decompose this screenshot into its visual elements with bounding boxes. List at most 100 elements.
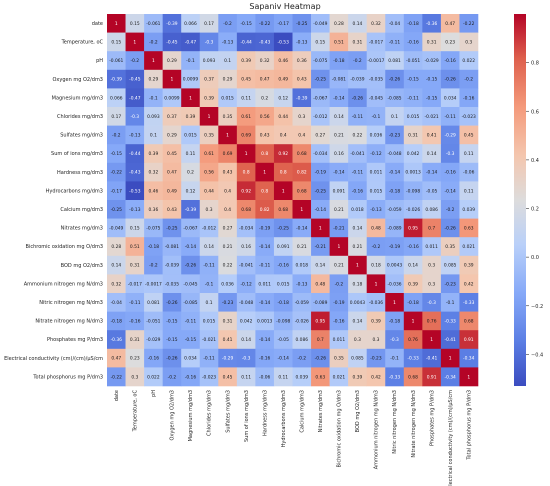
heatmap-cell: [348, 367, 367, 387]
cell-value-label: -0.33: [444, 319, 456, 325]
heatmap-cell: [236, 125, 256, 145]
heatmap-cell: [107, 69, 126, 89]
cell-value-label: 0.3: [131, 374, 138, 380]
cell-value-label: -0.23: [370, 356, 382, 362]
heatmap-cell: [348, 348, 367, 368]
heatmap-cell: [348, 237, 367, 257]
colorbar: [514, 14, 526, 386]
heatmap-cell: [385, 162, 405, 182]
heatmap-cell: [403, 237, 423, 257]
cell-value-label: -0.039: [350, 77, 364, 83]
heatmap-cell: [181, 367, 201, 387]
cell-value-label: 0.21: [353, 244, 363, 250]
cell-value-label: -0.18: [389, 188, 401, 194]
heatmap-cell: [385, 51, 405, 71]
cell-value-label: -0.15: [166, 319, 178, 325]
cell-value-label: -0.17: [278, 21, 290, 27]
colorbar-tick-label: 0.8: [531, 61, 539, 67]
heatmap-cell: [403, 330, 423, 350]
x-tick-label: Calcium mg/dm3: [299, 390, 305, 433]
cell-value-label: 1: [282, 188, 285, 194]
heatmap-cell: [329, 88, 349, 108]
heatmap-cell: [422, 51, 442, 71]
cell-value-label: -0.1: [205, 281, 214, 287]
y-tick-label: Sum of ions mg/dm3: [51, 151, 103, 157]
cell-value-label: 0.39: [408, 281, 418, 287]
cell-value-label: 0.61: [241, 114, 251, 120]
heatmap-cell: [107, 311, 126, 331]
heatmap-cell: [255, 274, 275, 294]
heatmap-cell: [255, 51, 275, 71]
cell-value-label: 0.1: [150, 133, 157, 139]
heatmap-cell: [236, 237, 256, 257]
cell-value-label: -0.012: [202, 226, 216, 232]
cell-value-label: 0.022: [462, 58, 475, 64]
cell-value-label: -0.15: [407, 77, 419, 83]
cell-value-label: 0.4: [224, 207, 231, 213]
cell-value-label: 0.31: [353, 40, 363, 46]
heatmap-cell: [311, 69, 330, 89]
cell-value-label: -0.098: [406, 188, 420, 194]
cell-value-label: 0.92: [278, 151, 288, 157]
heatmap-cell: [125, 107, 145, 126]
heatmap-cell: [255, 255, 275, 275]
heatmap-cell: [107, 237, 126, 257]
cell-value-label: 0.61: [204, 151, 214, 157]
heatmap-cell: [311, 107, 330, 126]
cell-value-label: -0.039: [165, 263, 179, 269]
cell-value-label: 0.17: [204, 21, 214, 27]
heatmap-cell: [329, 69, 349, 89]
heatmap-cell: [236, 88, 256, 108]
cell-value-label: 1: [319, 226, 322, 232]
heatmap-cell: [292, 274, 312, 294]
cell-value-label: -0.026: [295, 319, 309, 325]
heatmap-cell: [422, 14, 442, 33]
heatmap-cell: [236, 181, 256, 201]
heatmap-cell: [162, 32, 182, 52]
cell-value-label: -0.41: [426, 356, 438, 362]
cell-value-label: 0.43: [297, 77, 307, 83]
cell-value-label: 0.14: [334, 114, 344, 120]
heatmap-cell: [403, 14, 423, 33]
heatmap-cell: [422, 162, 442, 182]
cell-value-label: 0.0043: [387, 263, 403, 269]
cell-value-label: 0.56: [260, 114, 270, 120]
heatmap-cell: [218, 32, 238, 52]
cell-value-label: -0.16: [444, 170, 456, 176]
heatmap-cell: [422, 107, 442, 126]
cell-value-label: 0.015: [203, 319, 216, 325]
cell-value-label: 0.68: [408, 374, 418, 380]
heatmap-cell: [218, 218, 238, 238]
x-axis-labels: date Temperature, oC pH Oxygen mg O2/dm3 Mag…: [114, 389, 472, 486]
heatmap-cell: [292, 32, 312, 52]
y-tick-label: Bichromic oxidation mg O/dm3: [26, 244, 103, 250]
heatmap-cell: [125, 200, 145, 219]
cell-value-label: -0.05: [278, 337, 290, 343]
cell-value-label: -0.035: [165, 281, 179, 287]
cell-value-label: 0.081: [388, 58, 401, 64]
heatmap-cell: [440, 255, 460, 275]
heatmap-cell: [273, 69, 293, 89]
cell-value-label: -0.075: [146, 226, 160, 232]
cell-value-label: -0.33: [389, 374, 401, 380]
cell-value-label: -0.16: [463, 95, 475, 101]
heatmap-cell: [385, 14, 405, 33]
cell-value-label: 0.68: [464, 319, 474, 325]
cell-value-label: -0.2: [372, 244, 381, 250]
cell-value-label: -0.16: [407, 40, 419, 46]
heatmap-cell: [236, 162, 256, 182]
heatmap-cell: [199, 107, 219, 126]
heatmap-cell: [459, 200, 479, 219]
heatmap-cell: [255, 293, 275, 312]
heatmap-cell: [459, 107, 479, 126]
heatmap-cell: [162, 218, 182, 238]
cell-value-label: 0.32: [111, 281, 121, 287]
heatmap-cell: [329, 330, 349, 350]
heatmap-cell: [311, 274, 330, 294]
cell-value-label: 0.21: [297, 244, 307, 250]
heatmap-cell: [162, 51, 182, 71]
cell-value-label: 0.3: [354, 337, 361, 343]
heatmap-cell: [181, 14, 201, 33]
cell-value-label: -0.34: [444, 374, 456, 380]
heatmap-cell: [125, 293, 145, 312]
